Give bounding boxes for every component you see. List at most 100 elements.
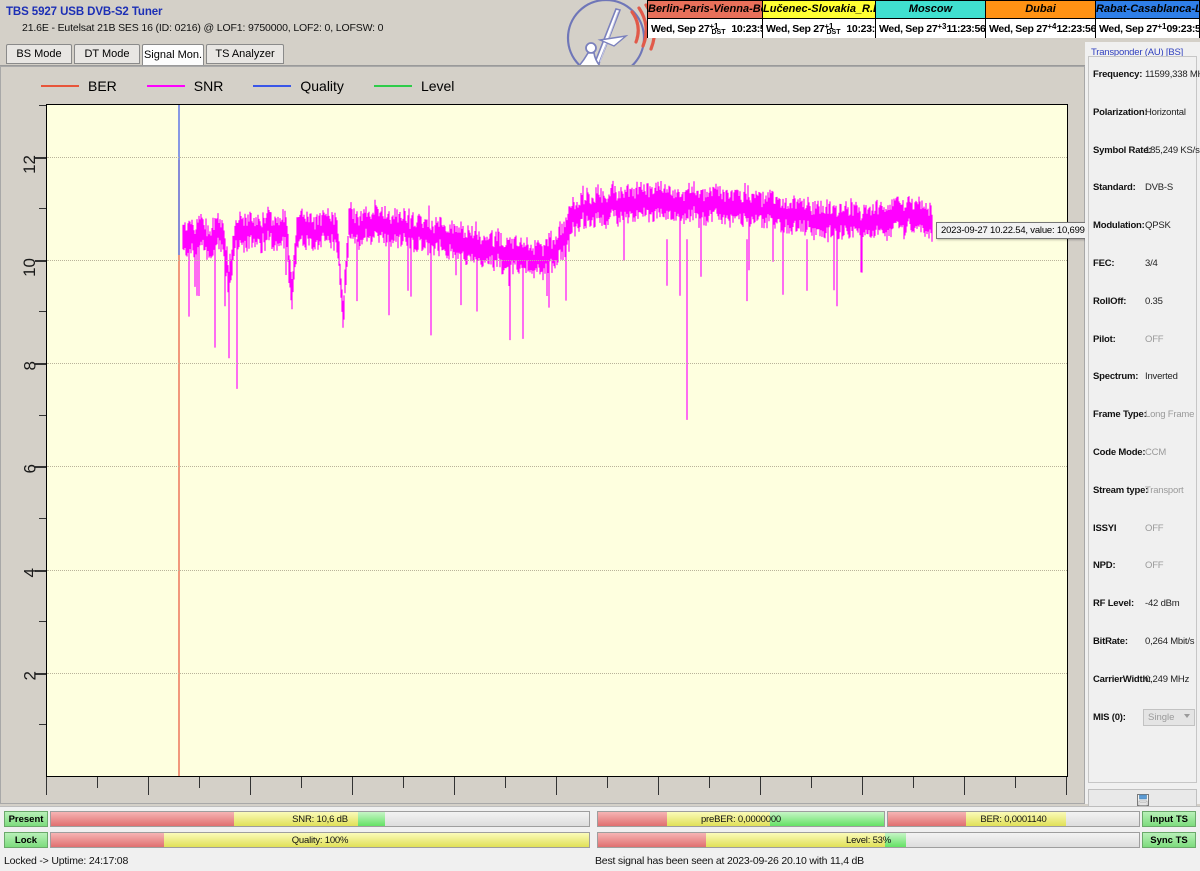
transponder-key-stream-type: Stream type:: [1093, 485, 1148, 496]
transponder-row-stream-type: Stream type:Transport: [1089, 485, 1198, 501]
transponder-value-modulation: QPSK: [1145, 220, 1171, 231]
y-tick-13: [39, 105, 46, 106]
transponder-key-pilot: Pilot:: [1093, 334, 1116, 345]
chart-x-axis: [46, 777, 1069, 801]
preber-gauge-label: preBER: 0,0000000: [598, 812, 884, 827]
present-indicator: Present: [4, 811, 48, 827]
transponder-row-frequency: Frequency:11599,338 MHz: [1089, 69, 1198, 85]
clock-time-2: 11:23:56: [947, 23, 986, 35]
sync-ts-button[interactable]: Sync TS: [1142, 832, 1196, 848]
transponder-key-polarization: Polarization:: [1093, 107, 1147, 118]
x-tick-18: [964, 777, 965, 795]
x-tick-11: [607, 777, 608, 788]
transponder-row-standard: Standard: DVB-S: [1089, 182, 1198, 198]
mis-select[interactable]: Single: [1143, 709, 1195, 726]
transponder-value-fec: 3/4: [1145, 258, 1158, 269]
transponder-key-modulation: Modulation:: [1093, 220, 1145, 231]
transponder-value-rf-level: -42 dBm: [1145, 598, 1180, 609]
transponder-row-fec: FEC:3/4: [1089, 258, 1198, 274]
transponder-value-code-mode: CCM: [1145, 447, 1166, 458]
x-tick-0: [46, 777, 47, 795]
chart-traces: [47, 105, 1067, 776]
legend-label-ber: BER: [88, 78, 117, 94]
clock-city-1: Lučenec-Slovakia_R.Dávid: [763, 1, 875, 19]
ber-gauge-label: BER: 0,0001140: [888, 812, 1139, 827]
ber-gauge: BER: 0,0001140: [887, 811, 1140, 827]
x-tick-16: [862, 777, 863, 795]
transponder-key-standard: Standard:: [1093, 182, 1136, 193]
transponder-value-frame-type: Long Frame: [1145, 409, 1194, 420]
input-ts-button[interactable]: Input TS: [1142, 811, 1196, 827]
legend-item-level: Level: [374, 78, 454, 94]
tab-ts-analyzer-ok[interactable]: TS Analyzer (OK): [206, 44, 284, 64]
transponder-key-frame-type: Frame Type:: [1093, 409, 1147, 420]
y-tick-label-6: 6: [20, 464, 40, 473]
snr-trace: [183, 181, 932, 420]
clock-1: Lučenec-Slovakia_R.DávidWed, Sep 27+1DST…: [762, 0, 875, 38]
transponder-key-code-mode: Code Mode:: [1093, 447, 1145, 458]
transponder-value-npd: OFF: [1145, 560, 1163, 571]
y-tick-5: [39, 518, 46, 519]
clock-offset-wrap-4: +1: [1157, 23, 1166, 35]
grid-line-y-2: [47, 673, 1067, 674]
legend-item-snr: SNR: [147, 78, 224, 94]
legend-label-snr: SNR: [194, 78, 224, 94]
grid-line-y-6: [47, 466, 1067, 467]
clock-date-3: Wed, Sep 27: [989, 23, 1047, 35]
legend-swatch-snr-icon: [147, 85, 185, 87]
x-tick-13: [709, 777, 710, 788]
x-tick-15: [811, 777, 812, 788]
transponder-row-carrierwidth: CarrierWidth:0,249 MHz: [1089, 674, 1198, 690]
transponder-key-npd: NPD:: [1093, 560, 1115, 571]
clock-row-4: Wed, Sep 27+109:23:56: [1096, 19, 1199, 38]
transponder-row-polarization: Polarization:Horizontal: [1089, 107, 1198, 123]
transponder-row-code-mode: Code Mode:CCM: [1089, 447, 1198, 463]
clock-city-3: Dubai: [986, 1, 1095, 19]
x-tick-10: [556, 777, 557, 795]
world-clock-bar: Berlin-Paris-Vienna-BelgradeWed, Sep 27+…: [647, 0, 1200, 38]
clock-city-0: Berlin-Paris-Vienna-Belgrade: [648, 1, 762, 19]
clock-4: Rabat-Casablanca-LondonWed, Sep 27+109:2…: [1095, 0, 1200, 38]
transponder-value-standard: DVB-S: [1145, 182, 1173, 193]
transponder-key-spectrum: Spectrum:: [1093, 371, 1138, 382]
best-signal-status-text: Best signal has been seen at 2023-09-26 …: [595, 855, 864, 869]
transponder-key-mis: MIS (0):: [1093, 712, 1126, 723]
legend-swatch-ber-icon: [41, 85, 79, 87]
clock-dst-1: DST: [827, 29, 841, 36]
transponder-value-frequency: 11599,338 MHz: [1145, 69, 1200, 80]
transponder-row-rf-level: RF Level: -42 dBm: [1089, 598, 1198, 614]
level-gauge-label: Level: 53%: [598, 833, 1139, 848]
legend-swatch-level-icon: [374, 85, 412, 87]
snr-gauge: SNR: 10,6 dB: [50, 811, 590, 827]
chart-plot-area[interactable]: [46, 104, 1068, 777]
y-tick-label-2: 2: [20, 671, 40, 680]
transponder-key-rf-level: RF Level:: [1093, 598, 1134, 609]
y-tick-label-12: 12: [20, 155, 40, 174]
clock-offset-wrap-0: +1DST: [709, 23, 731, 35]
transponder-key-frequency: Frequency:: [1093, 69, 1142, 80]
transponder-row-spectrum: Spectrum:Inverted: [1089, 371, 1198, 387]
legend-item-ber: BER: [41, 78, 117, 94]
uptime-status-text: Locked -> Uptime: 24:17:08: [4, 855, 128, 869]
x-tick-4: [250, 777, 251, 795]
tab-bs-mode[interactable]: BS Mode: [6, 44, 72, 64]
legend-swatch-quality-icon: [253, 85, 291, 87]
tab-dt-mode[interactable]: DT Mode: [74, 44, 140, 64]
x-tick-14: [760, 777, 761, 795]
grid-line-y-10: [47, 260, 1067, 261]
tab-signal-mon[interactable]: Signal Mon.: [142, 44, 204, 66]
transponder-row-mis: MIS (0): Single: [1089, 712, 1198, 728]
x-tick-2: [148, 777, 149, 795]
